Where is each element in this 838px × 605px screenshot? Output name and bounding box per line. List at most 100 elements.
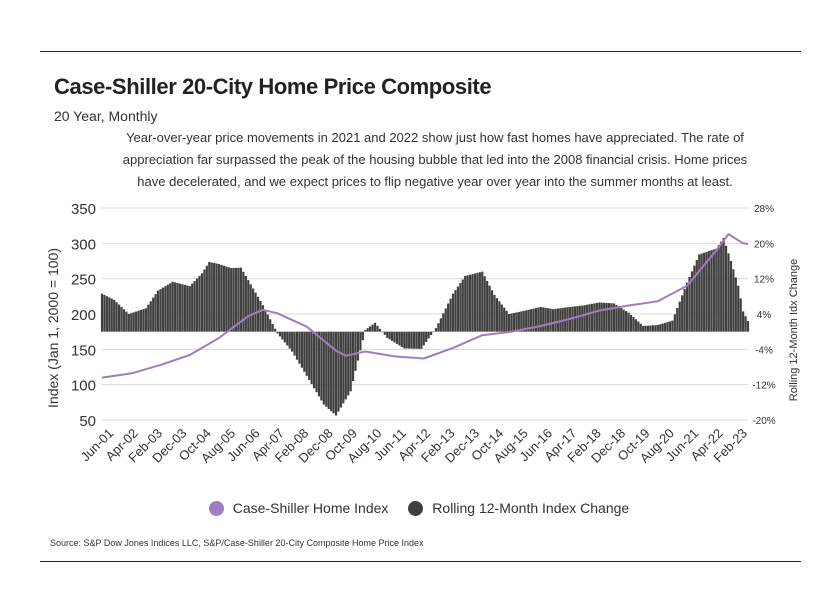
change-bar bbox=[288, 331, 291, 349]
change-bar bbox=[583, 305, 586, 332]
change-bar bbox=[356, 331, 360, 361]
change-bar bbox=[473, 273, 477, 332]
change-bar bbox=[305, 331, 308, 376]
y2-tick-label: -20% bbox=[752, 416, 775, 427]
change-bar bbox=[620, 308, 623, 332]
change-bar bbox=[171, 281, 174, 332]
change-bar bbox=[159, 289, 162, 332]
change-bar bbox=[176, 283, 179, 332]
change-bar bbox=[132, 312, 135, 332]
change-bar bbox=[300, 331, 303, 368]
change-bar bbox=[244, 275, 247, 332]
change-bar bbox=[746, 321, 750, 332]
change-bar bbox=[744, 316, 747, 332]
change-bar bbox=[342, 331, 345, 404]
change-bar bbox=[469, 274, 472, 332]
change-bar bbox=[432, 331, 435, 333]
change-bar bbox=[383, 331, 386, 335]
change-bar bbox=[169, 283, 172, 332]
change-bar bbox=[344, 331, 347, 400]
change-bar bbox=[534, 308, 538, 332]
change-bar bbox=[498, 301, 501, 332]
change-bar bbox=[727, 253, 730, 332]
change-bar bbox=[737, 285, 740, 332]
change-bar bbox=[685, 282, 689, 332]
change-bar bbox=[661, 323, 664, 332]
change-bar bbox=[729, 261, 733, 332]
change-bar bbox=[642, 325, 645, 332]
change-bar bbox=[695, 260, 698, 332]
change-bar bbox=[198, 275, 201, 332]
legend-label-change: Rolling 12-Month Index Change bbox=[432, 500, 630, 516]
change-bar bbox=[532, 308, 535, 332]
change-bar bbox=[742, 311, 745, 332]
change-bar bbox=[403, 331, 406, 349]
change-bar bbox=[476, 272, 479, 332]
change-bar bbox=[193, 281, 196, 332]
change-bar bbox=[332, 331, 335, 414]
change-bar bbox=[459, 283, 462, 332]
change-bar bbox=[103, 294, 106, 332]
change-bar bbox=[515, 312, 518, 332]
change-bar bbox=[607, 303, 611, 332]
index-line bbox=[101, 233, 749, 379]
change-bar bbox=[195, 278, 199, 332]
change-bar bbox=[461, 279, 464, 332]
change-bar bbox=[237, 267, 240, 332]
change-bar bbox=[188, 286, 191, 332]
y-tick-label: 100 bbox=[71, 378, 96, 395]
change-bar bbox=[354, 331, 357, 371]
y-tick-label: 300 bbox=[71, 236, 96, 253]
change-bar bbox=[371, 324, 374, 332]
change-bar bbox=[483, 276, 486, 332]
change-bar bbox=[230, 268, 233, 332]
change-bar bbox=[281, 331, 284, 340]
change-bar bbox=[656, 325, 659, 332]
change-bar bbox=[444, 308, 447, 332]
change-bar bbox=[147, 304, 150, 332]
change-bar bbox=[700, 253, 703, 332]
change-bar bbox=[232, 267, 235, 332]
change-bar bbox=[627, 312, 630, 332]
change-bar bbox=[529, 309, 533, 332]
change-bar bbox=[717, 245, 720, 332]
change-bar bbox=[681, 295, 684, 332]
change-bar bbox=[215, 263, 218, 332]
change-bar bbox=[152, 297, 155, 332]
change-bar bbox=[481, 271, 484, 332]
change-bar bbox=[105, 296, 108, 332]
change-bar bbox=[364, 329, 367, 332]
change-bar bbox=[317, 331, 321, 397]
change-bar bbox=[142, 309, 145, 332]
change-bar bbox=[512, 312, 516, 332]
change-bar bbox=[510, 313, 513, 332]
change-bar bbox=[454, 290, 457, 332]
change-bar bbox=[659, 324, 662, 332]
change-bar bbox=[551, 309, 555, 332]
change-bar bbox=[505, 310, 508, 332]
change-bar bbox=[210, 262, 213, 332]
chart-title: Case-Shiller 20-City Home Price Composit… bbox=[54, 74, 492, 99]
change-bar bbox=[539, 306, 542, 332]
change-bar bbox=[464, 276, 467, 332]
change-bar bbox=[578, 305, 581, 332]
change-bar bbox=[503, 307, 506, 332]
change-bar bbox=[144, 308, 147, 332]
change-bar bbox=[442, 313, 445, 332]
change-bar bbox=[276, 331, 279, 334]
change-bar bbox=[671, 320, 674, 332]
change-bar bbox=[732, 269, 735, 332]
change-bar bbox=[456, 286, 460, 332]
change-bar bbox=[208, 261, 211, 332]
change-bar bbox=[559, 308, 562, 332]
change-bar bbox=[110, 298, 113, 332]
change-bar bbox=[393, 331, 396, 343]
change-bar bbox=[500, 304, 503, 332]
change-bar bbox=[651, 325, 655, 332]
y2-tick-label: 28% bbox=[754, 204, 774, 215]
change-bar bbox=[739, 298, 742, 332]
legend-swatch-index bbox=[208, 500, 224, 516]
change-bar bbox=[408, 331, 411, 349]
change-bar bbox=[676, 307, 679, 332]
legend-item-change: Rolling 12-Month Index Change bbox=[408, 500, 629, 516]
